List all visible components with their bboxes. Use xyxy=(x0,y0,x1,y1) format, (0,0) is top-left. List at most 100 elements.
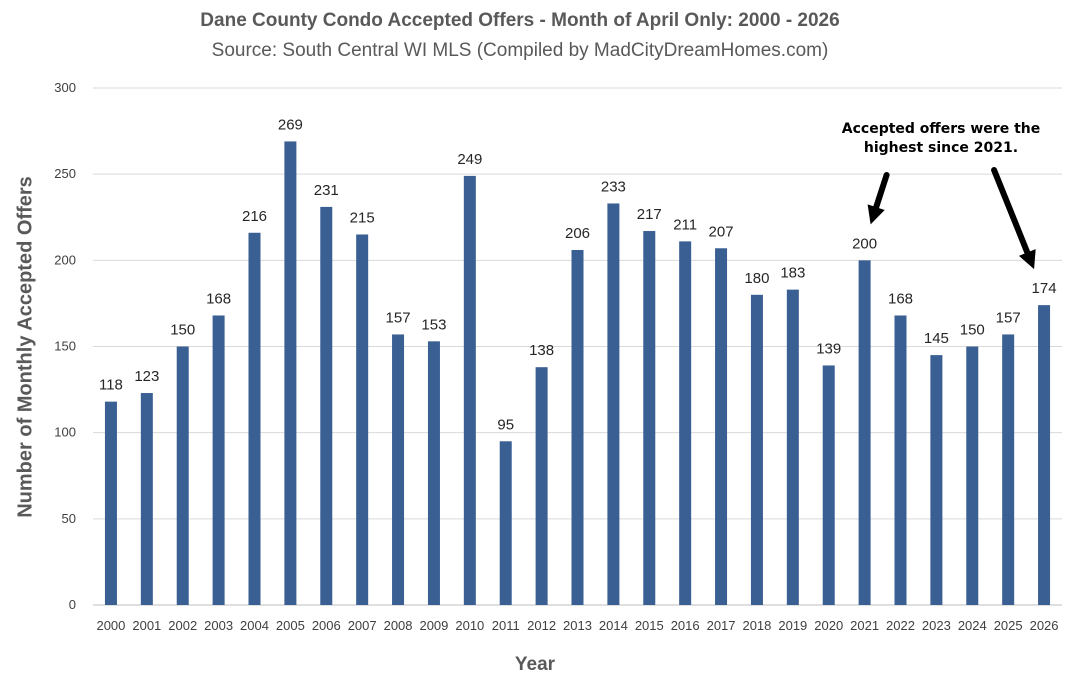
x-tick-label: 2009 xyxy=(419,618,448,633)
x-tick-label: 2026 xyxy=(1030,618,1059,633)
data-label: 200 xyxy=(852,235,877,252)
x-tick-label: 2022 xyxy=(886,618,915,633)
bar xyxy=(176,346,189,605)
annotation-text: Accepted offers were the highest since 2… xyxy=(826,120,1056,158)
x-tick-label: 2016 xyxy=(671,618,700,633)
data-label: 231 xyxy=(314,182,339,199)
data-label: 233 xyxy=(601,178,626,195)
x-tick-label: 2011 xyxy=(492,618,520,633)
data-label: 168 xyxy=(888,290,913,307)
data-label: 206 xyxy=(565,225,590,242)
bar xyxy=(140,393,153,605)
data-label: 168 xyxy=(206,290,231,307)
bar xyxy=(248,232,261,605)
y-tick-label: 0 xyxy=(69,597,76,612)
x-tick-label: 2003 xyxy=(204,618,233,633)
data-label: 157 xyxy=(996,309,1021,326)
bar xyxy=(320,206,333,605)
chart-subtitle: Source: South Central WI MLS (Compiled b… xyxy=(211,40,829,61)
x-tick-label: 2013 xyxy=(563,618,592,633)
x-tick-label: 2010 xyxy=(455,618,484,633)
annotation-arrows xyxy=(867,167,1036,270)
data-label: 150 xyxy=(170,322,195,339)
bar xyxy=(284,141,297,605)
chart-title: Dane County Condo Accepted Offers - Mont… xyxy=(200,10,840,31)
bar xyxy=(104,401,117,605)
x-tick-label: 2015 xyxy=(635,618,664,633)
x-tick-label: 2024 xyxy=(958,618,987,633)
arrow-head xyxy=(867,204,885,225)
bar xyxy=(212,315,225,605)
bar xyxy=(894,315,907,605)
bar xyxy=(607,203,620,606)
bar xyxy=(858,260,871,605)
bar xyxy=(392,334,405,605)
x-tick-label: 2017 xyxy=(707,618,736,633)
data-label: 95 xyxy=(497,416,514,433)
y-tick-label: 300 xyxy=(54,80,76,95)
bar xyxy=(571,249,584,605)
arrow-shaft xyxy=(873,172,890,211)
data-label: 249 xyxy=(457,151,482,168)
y-tick-label: 250 xyxy=(54,166,76,181)
x-tick-label: 2025 xyxy=(994,618,1023,633)
y-tick-label: 100 xyxy=(54,425,76,440)
y-tick-labels: 0 50 100 150 200 250 300 xyxy=(54,80,76,612)
y-tick-label: 200 xyxy=(54,252,76,267)
bar xyxy=(427,341,440,605)
data-label: 269 xyxy=(278,116,303,133)
data-label: 138 xyxy=(529,342,554,359)
x-tick-label: 2007 xyxy=(348,618,377,633)
x-tick-label: 2001 xyxy=(132,618,161,633)
bar xyxy=(715,248,728,605)
bar xyxy=(930,355,943,605)
data-label: 139 xyxy=(816,340,841,357)
x-tick-label: 2012 xyxy=(527,618,556,633)
bar xyxy=(966,346,979,605)
annotation-line-1: Accepted offers were the xyxy=(841,121,1041,137)
bar xyxy=(499,441,512,605)
bar xyxy=(1038,305,1051,605)
data-label: 118 xyxy=(99,377,123,394)
data-label: 216 xyxy=(242,208,267,225)
data-label: 153 xyxy=(421,316,446,333)
data-label: 211 xyxy=(673,216,697,233)
x-tick-label: 2021 xyxy=(850,618,879,633)
data-label: 207 xyxy=(709,223,734,240)
data-label: 123 xyxy=(134,368,159,385)
x-tick-label: 2006 xyxy=(312,618,341,633)
x-tick-label: 2019 xyxy=(778,618,807,633)
x-tick-labels: 2000 2001 2002 2003 2004 2005 2006 2007 2008 2009… xyxy=(96,618,1058,633)
data-label: 183 xyxy=(780,265,805,282)
bar xyxy=(786,289,799,605)
x-tick-label: 2004 xyxy=(240,618,269,633)
arrow-head xyxy=(1018,249,1036,270)
bar xyxy=(679,241,692,606)
data-label: 157 xyxy=(386,309,411,326)
data-label: 217 xyxy=(637,206,662,223)
bar xyxy=(1002,334,1015,605)
data-label: 215 xyxy=(350,209,375,226)
bar xyxy=(356,234,369,605)
bar xyxy=(463,175,476,605)
bar xyxy=(822,365,835,605)
x-tick-label: 2002 xyxy=(168,618,197,633)
data-label: 145 xyxy=(924,330,949,347)
data-labels: 118 123 150 168 216 269 231 215 157 153 249 95 138 20… xyxy=(99,116,1057,433)
annotation-line-2: highest since 2021. xyxy=(863,140,1019,156)
x-tick-label: 2020 xyxy=(814,618,843,633)
data-label: 150 xyxy=(960,322,985,339)
x-axis-label: Year xyxy=(514,654,556,675)
y-tick-label: 150 xyxy=(54,339,76,354)
x-tick-label: 2018 xyxy=(742,618,771,633)
data-label: 180 xyxy=(744,270,769,287)
x-tick-label: 2014 xyxy=(599,618,628,633)
x-tick-label: 2005 xyxy=(276,618,305,633)
data-label: 174 xyxy=(1032,280,1057,297)
bar xyxy=(535,367,548,605)
x-tick-label: 2000 xyxy=(96,618,125,633)
x-tick-label: 2008 xyxy=(384,618,413,633)
bar xyxy=(643,231,656,605)
bar xyxy=(750,294,763,605)
